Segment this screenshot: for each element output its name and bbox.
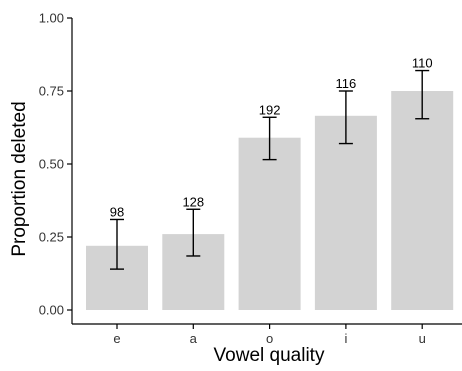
y-tick-label: 0.75: [39, 84, 64, 99]
y-tick-label: 0.25: [39, 230, 64, 245]
data-label-o: 192: [259, 102, 281, 117]
data-label-u: 110: [412, 56, 433, 71]
y-tick-label: 0.50: [39, 157, 64, 172]
x-tick-label-i: i: [344, 331, 347, 346]
bar-o: [238, 137, 301, 310]
y-axis-title: Proportion deleted: [9, 101, 30, 256]
bars-layer: [86, 91, 454, 310]
axes-layer: [71, 18, 462, 325]
x-tick-label-u: u: [419, 331, 426, 346]
data-label-a: 128: [182, 194, 204, 209]
ticks-layer: 0.00 0.25 0.50 0.75 1.00 e a o i u: [39, 11, 426, 347]
bar-i: [314, 115, 377, 310]
x-tick-label-o: o: [266, 331, 273, 346]
x-tick-label-a: a: [190, 331, 198, 346]
data-label-e: 98: [110, 205, 124, 220]
data-labels-layer: 98 128 192 116 110: [110, 56, 433, 220]
x-tick-label-e: e: [113, 331, 120, 346]
data-label-i: 116: [336, 76, 357, 91]
y-tick-label: 0.00: [39, 303, 64, 318]
y-tick-label: 1.00: [39, 11, 64, 26]
bar-u: [391, 91, 454, 310]
x-axis-title: Vowel quality: [214, 345, 325, 366]
error-bars-layer: [110, 69, 430, 270]
